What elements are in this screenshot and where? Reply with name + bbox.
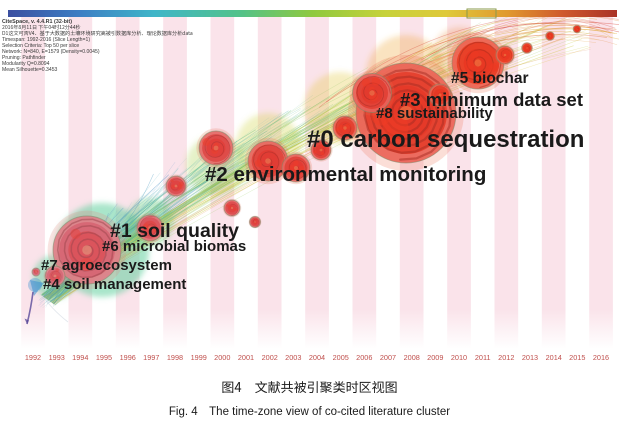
svg-text:2007: 2007 <box>380 353 396 362</box>
svg-text:2008: 2008 <box>404 353 420 362</box>
svg-text:1999: 1999 <box>191 353 207 362</box>
svg-text:2009: 2009 <box>427 353 443 362</box>
svg-text:1998: 1998 <box>167 353 183 362</box>
svg-text:2014: 2014 <box>546 353 562 362</box>
svg-text:2016: 2016 <box>593 353 609 362</box>
svg-text:1995: 1995 <box>96 353 112 362</box>
svg-text:2003: 2003 <box>285 353 301 362</box>
svg-text:2000: 2000 <box>214 353 230 362</box>
svg-text:1992: 1992 <box>25 353 41 362</box>
svg-text:2012: 2012 <box>498 353 514 362</box>
svg-text:2011: 2011 <box>475 353 491 362</box>
svg-text:2002: 2002 <box>262 353 278 362</box>
svg-text:2001: 2001 <box>238 353 254 362</box>
svg-text:2010: 2010 <box>451 353 467 362</box>
svg-text:2013: 2013 <box>522 353 538 362</box>
svg-text:1994: 1994 <box>72 353 88 362</box>
svg-text:1993: 1993 <box>49 353 65 362</box>
svg-text:2004: 2004 <box>309 353 325 362</box>
svg-text:1997: 1997 <box>143 353 159 362</box>
svg-text:2006: 2006 <box>356 353 372 362</box>
svg-text:1996: 1996 <box>120 353 136 362</box>
svg-text:2005: 2005 <box>333 353 349 362</box>
svg-text:2015: 2015 <box>569 353 585 362</box>
